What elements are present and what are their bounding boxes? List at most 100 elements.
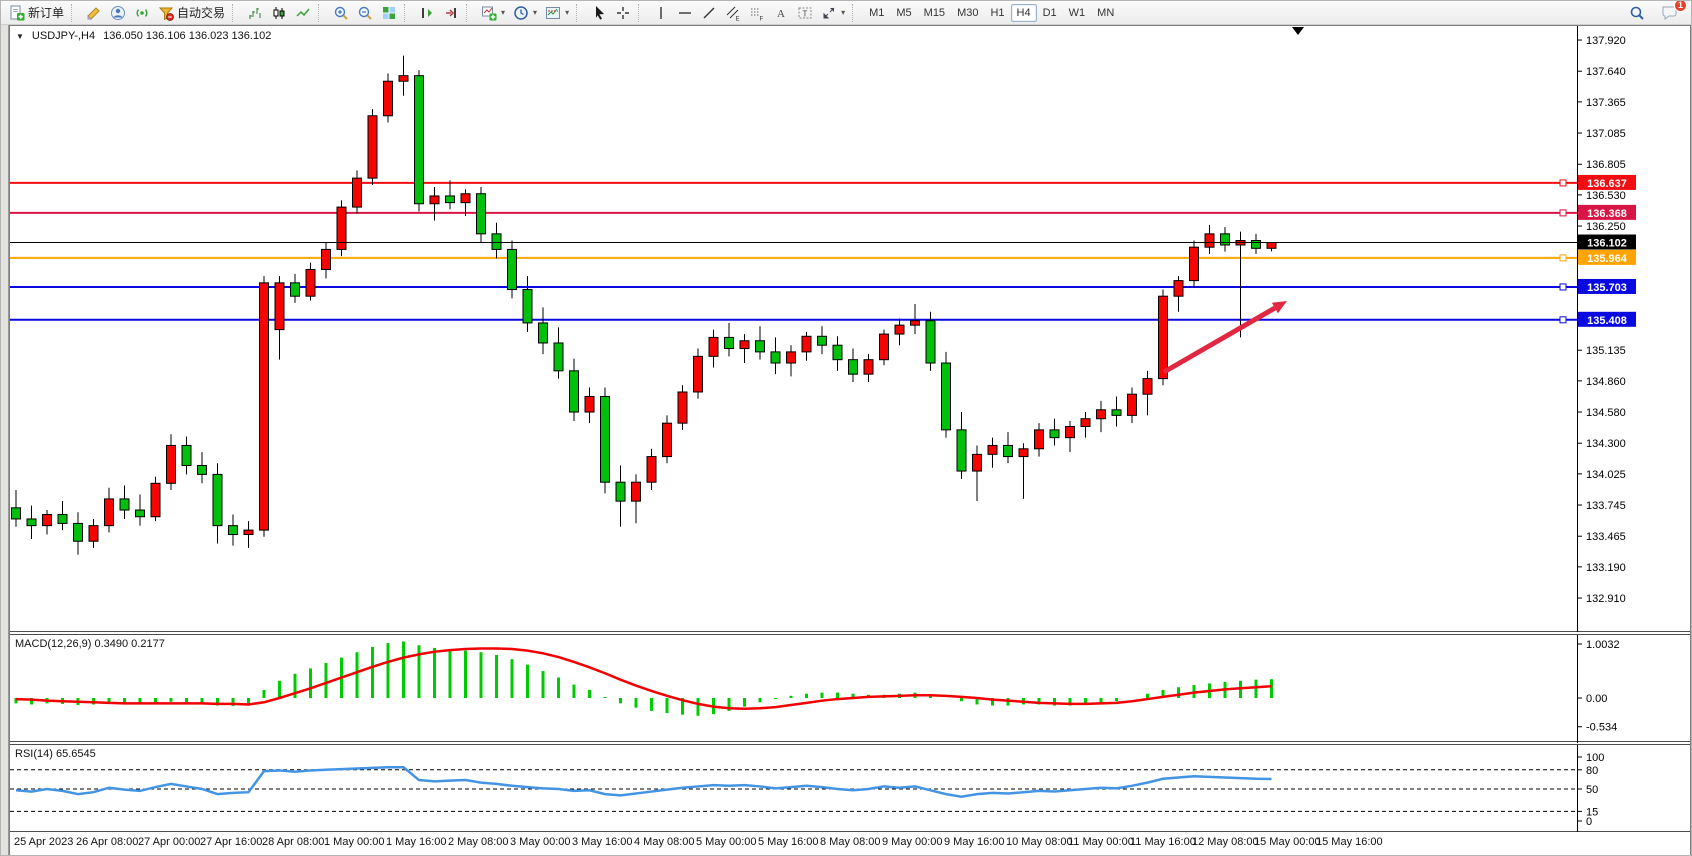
templates-icon [546, 6, 561, 19]
timeframe-M5-button[interactable]: M5 [896, 6, 912, 19]
timeframe-H1-button[interactable]: H1 [990, 6, 1005, 19]
svg-text:136.637: 136.637 [1587, 178, 1627, 190]
label-button[interactable]: T [793, 3, 817, 23]
time-label[interactable]: 12 May 08:00 [1192, 836, 1259, 848]
autotrading-button[interactable]: 自动交易 [154, 3, 229, 23]
auto-scroll-button[interactable] [415, 3, 439, 23]
workspace: 137.920 137.640 137.365 137.085 136.805 136.5… [1, 25, 1691, 855]
time-label[interactable]: 27 Apr 16:00 [200, 836, 263, 848]
horizontal-line-icon [679, 11, 692, 14]
timeframe-H4-button[interactable]: H4 [1010, 3, 1037, 22]
chart-title: ▼ USDJPY-,H4 136.050 136.106 136.023 136… [16, 30, 271, 42]
time-label[interactable]: 1 May 00:00 [324, 836, 385, 848]
time-axis[interactable]: 25 Apr 2023 26 Apr 08:00 27 Apr 00:00 27 Ap… [10, 832, 1690, 852]
toolbar-separator [638, 3, 645, 22]
indicators-button[interactable]: ▾ [477, 3, 509, 23]
chat-button[interactable]: 1 [1657, 1, 1687, 23]
toolbar-button-label: 新订单 [28, 6, 65, 20]
time-label[interactable]: 28 Apr 08:00 [262, 836, 325, 848]
timeframe-MN-button[interactable]: MN [1097, 6, 1115, 19]
zoom-out-button[interactable] [353, 3, 377, 23]
chart-shift-button[interactable] [439, 3, 463, 23]
time-label[interactable]: 4 May 08:00 [634, 836, 695, 848]
time-label[interactable]: 15 May 00:00 [1254, 836, 1321, 848]
candlestick-button[interactable] [267, 3, 291, 23]
time-label[interactable]: 10 May 08:00 [1006, 836, 1073, 848]
price-chart-canvas[interactable]: 137.920 137.640 137.365 137.085 136.805 136.5… [10, 26, 1691, 632]
zoom-in-button[interactable] [329, 3, 353, 23]
line-chart-button[interactable] [291, 3, 315, 23]
time-label[interactable]: 26 Apr 08:00 [76, 836, 139, 848]
periods-icon [514, 5, 528, 20]
crosshair-button[interactable] [611, 3, 635, 23]
timeframe-M1-button[interactable]: M1 [869, 6, 885, 19]
channel-button[interactable]: E [721, 3, 745, 23]
profile-button[interactable] [106, 3, 130, 23]
macd-panel[interactable]: 1.0032 0.00 -0.534 MACD(12,26,9) 0.3490 0.… [10, 634, 1691, 743]
time-label[interactable]: 5 May 00:00 [696, 836, 757, 848]
chevron-down-icon[interactable]: ▾ [841, 8, 846, 17]
time-label[interactable]: 3 May 16:00 [572, 836, 633, 848]
window-gutter [1, 25, 9, 855]
time-label[interactable]: 1 May 16:00 [386, 836, 447, 848]
time-label[interactable]: 11 May 16:00 [1130, 836, 1196, 848]
profile-icon [111, 5, 126, 20]
periods-button[interactable]: ▾ [509, 3, 541, 23]
search-button[interactable] [1625, 3, 1649, 23]
bar-chart-button[interactable] [243, 3, 267, 23]
price-badge: 136.368 [1578, 204, 1636, 220]
cursor-button[interactable] [587, 3, 611, 23]
price-chart-panel[interactable]: 137.920 137.640 137.365 137.085 136.805 136.5… [10, 26, 1690, 632]
chevron-down-icon[interactable]: ▾ [501, 8, 506, 17]
chevron-down-icon[interactable]: ▾ [533, 8, 538, 17]
svg-text:T: T [803, 9, 808, 18]
tile-windows-button[interactable] [377, 3, 401, 23]
signals-icon [136, 8, 148, 17]
time-label[interactable]: 11 May 00:00 [1068, 836, 1134, 848]
svg-text:137.365: 137.365 [1586, 97, 1626, 109]
timeframe-M30-button[interactable]: M30 [957, 6, 979, 19]
marketwatch-icon [87, 6, 100, 20]
fibonacci-button[interactable]: F [745, 3, 769, 23]
horizontal-line-button[interactable] [673, 3, 697, 23]
svg-text:136.250: 136.250 [1586, 221, 1626, 233]
time-label[interactable]: 25 Apr 2023 [14, 836, 74, 848]
time-label[interactable]: 3 May 00:00 [510, 836, 571, 848]
timeframe-M15-button[interactable]: M15 [923, 6, 946, 19]
svg-text:133.745: 133.745 [1586, 500, 1626, 512]
svg-text:134.300: 134.300 [1586, 438, 1626, 450]
time-label[interactable]: 2 May 08:00 [448, 836, 509, 848]
timeframe-W1-button[interactable]: W1 [1068, 6, 1086, 19]
svg-text:135.964: 135.964 [1587, 253, 1628, 265]
auto-scroll-icon [422, 7, 433, 18]
macd-canvas[interactable]: 1.0032 0.00 -0.534 [10, 635, 1691, 743]
new-order-button[interactable]: 新订单 [5, 3, 68, 23]
price-badge: 136.637 [1578, 174, 1636, 190]
time-label[interactable]: 8 May 08:00 [820, 836, 881, 848]
time-label[interactable]: 9 May 16:00 [944, 836, 1005, 848]
signals-button[interactable] [130, 3, 154, 23]
templates-button[interactable]: ▾ [541, 3, 573, 23]
macd-label: MACD(12,26,9) 0.3490 0.2177 [15, 638, 165, 650]
trend-arrow[interactable] [1162, 305, 1277, 375]
time-label[interactable]: 5 May 16:00 [758, 836, 819, 848]
text-button[interactable]: A [769, 3, 793, 23]
autotrading-icon [158, 7, 174, 21]
time-label[interactable]: 27 Apr 00:00 [138, 836, 201, 848]
trendline-button[interactable] [697, 3, 721, 23]
time-label[interactable]: 9 May 00:00 [882, 836, 943, 848]
macd-signal-line [15, 647, 1272, 711]
vertical-line-button[interactable] [649, 3, 673, 23]
chart-dropdown-icon[interactable]: ▼ [16, 31, 24, 41]
svg-text:135.135: 135.135 [1586, 345, 1626, 357]
timeframe-D1-button[interactable]: D1 [1042, 6, 1057, 19]
svg-text:134.025: 134.025 [1586, 469, 1626, 481]
marketwatch-button[interactable] [82, 3, 106, 23]
price-badge: 135.703 [1578, 278, 1636, 294]
shapes-button[interactable]: ▾ [817, 3, 849, 23]
chevron-down-icon[interactable]: ▾ [565, 8, 570, 17]
svg-text:100: 100 [1586, 752, 1604, 764]
rsi-panel[interactable]: 100 80 50 15 0 RSI(14) 65.6545 [10, 744, 1691, 833]
time-label[interactable]: 15 May 16:00 [1316, 836, 1383, 848]
